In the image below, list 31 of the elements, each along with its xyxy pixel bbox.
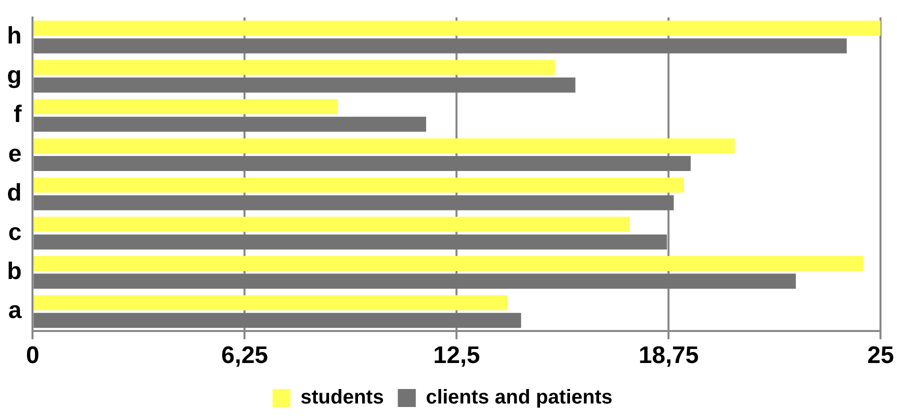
y-tick-label: g: [6, 62, 22, 89]
legend-label: clients and patients: [426, 386, 613, 409]
bar: [34, 312, 522, 328]
bar: [34, 295, 508, 310]
y-tick-label: a: [8, 297, 22, 324]
y-tick-label: c: [8, 218, 22, 246]
x-tick-label: 0: [26, 342, 40, 370]
x-tick-label: 12,5: [433, 342, 480, 370]
x-tick-label: 25: [867, 342, 894, 370]
bar: [34, 274, 796, 289]
bar: [34, 38, 847, 54]
bar: [34, 178, 684, 193]
bar: [34, 20, 881, 36]
y-tick-label: d: [6, 180, 22, 207]
bar: [34, 116, 426, 132]
bar: [34, 78, 576, 93]
bar: [34, 99, 338, 114]
bar: [34, 156, 691, 172]
bar: [34, 216, 630, 232]
y-tick-label: e: [8, 140, 22, 168]
legend-label: students: [300, 386, 384, 409]
bar: [34, 60, 556, 75]
y-tick-label: b: [6, 258, 22, 285]
bar: [34, 195, 674, 210]
x-tick-label: 6,25: [221, 342, 268, 370]
bar: [34, 256, 864, 272]
y-tick-label: h: [6, 22, 22, 50]
bar: [34, 234, 667, 250]
x-tick-label: 18,75: [638, 342, 699, 370]
bar: [34, 138, 735, 154]
y-tick-label: f: [14, 101, 23, 128]
